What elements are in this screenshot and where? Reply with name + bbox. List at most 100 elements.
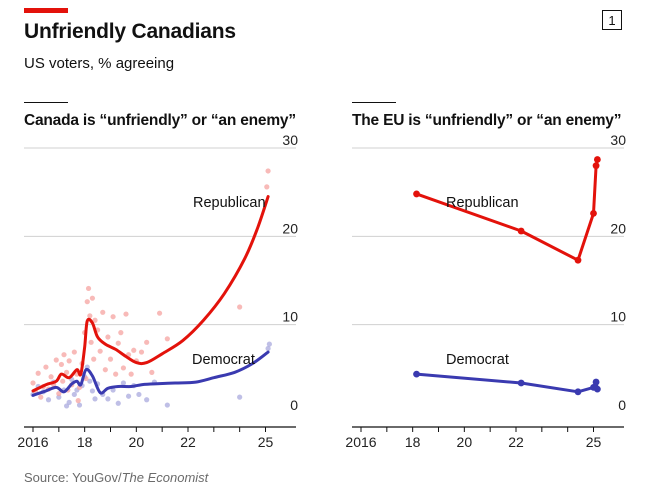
eu-republican-point: [574, 256, 582, 264]
canada-republican-point: [149, 369, 155, 375]
canada-x-tick-label: 20: [129, 434, 145, 450]
canada-democrat-point: [237, 394, 243, 400]
canada-democrat-point: [266, 341, 272, 347]
canada-republican-point: [30, 380, 36, 386]
canada-republican-label: Republican: [193, 195, 266, 211]
eu-democrat-point: [593, 385, 601, 393]
canada-republican-point: [113, 371, 119, 377]
canada-republican-point: [97, 348, 103, 354]
accent-bar: [24, 8, 68, 13]
eu-democrat-line: [415, 372, 599, 394]
source-publication: The Economist: [121, 470, 209, 485]
canada-democrat-point: [136, 391, 142, 398]
eu-democrat-label: Democrat: [446, 352, 509, 368]
canada-republican-point: [66, 358, 72, 364]
canada-democrat-point: [66, 399, 72, 405]
canada-y-tick-label: 0: [290, 397, 298, 413]
canada-republican-point: [48, 374, 54, 380]
canada-republican-point: [61, 352, 67, 358]
left-panel-title: Canada is “unfriendly” or “an enemy”: [24, 112, 296, 129]
canada-democrat-point: [115, 400, 121, 406]
canada-democrat-label: Democrat: [192, 352, 255, 368]
right-panel-title: The EU is “unfriendly” or “an enemy”: [352, 112, 622, 129]
chart-title: Unfriendly Canadians: [24, 20, 236, 43]
canada-x-tick-label: 2016: [17, 434, 48, 450]
canada-republican-point: [265, 168, 271, 174]
canada-republican-point: [138, 349, 145, 355]
canada-republican-point: [131, 347, 137, 353]
canada-republican-point: [156, 310, 163, 316]
eu-republican-point: [517, 227, 525, 235]
source-note: Source: YouGov/The Economist: [24, 470, 208, 485]
canada-democrat-point: [45, 397, 52, 403]
canada-republican-point: [107, 356, 114, 362]
canada-republican-point: [58, 361, 65, 368]
left-panel-rule: [24, 102, 68, 104]
canada-republican-point: [100, 309, 106, 315]
canada-republican-point: [91, 356, 97, 362]
canada-republican-point: [84, 299, 90, 305]
figure-number-badge: 1: [602, 10, 622, 30]
eu-x-tick-label: 20: [457, 434, 473, 450]
canada-republican-point: [75, 398, 81, 404]
canada-republican-point: [85, 285, 92, 292]
eu-y-tick-label: 0: [618, 397, 626, 413]
canada-democrat-point: [125, 393, 132, 399]
canada-democrat-point: [92, 396, 98, 402]
canada-democrat-point: [120, 380, 127, 386]
eu-y-tick-label: 10: [610, 309, 626, 325]
eu-y-tick-label: 20: [610, 220, 626, 236]
canada-republican-point: [120, 365, 127, 371]
canada-democrat-point: [71, 391, 77, 398]
eu-democrat-point: [413, 370, 420, 378]
canada-democrat-point: [105, 396, 111, 402]
canada-democrat-point: [76, 402, 83, 408]
canada-republican-point: [89, 295, 96, 301]
canada-republican-point: [123, 311, 129, 317]
canada-republican-point: [56, 390, 62, 397]
canada-democrat-point: [144, 397, 150, 403]
eu-x-tick-label: 22: [508, 434, 524, 450]
canada-republican-point: [105, 334, 111, 340]
canada-x-tick-label: 22: [180, 434, 196, 450]
canada-republican-point: [88, 339, 94, 345]
canada-democrat-trend-line: [31, 350, 270, 397]
source-prefix: Source: YouGov/: [24, 470, 122, 485]
eu-republican-point: [413, 190, 420, 198]
canada-x-tick-label: 18: [77, 434, 93, 450]
eu-republican-point: [592, 162, 600, 170]
eu-x-tick-label: 18: [405, 434, 421, 450]
eu-republican-label: Republican: [446, 195, 519, 211]
eu-republican-point: [593, 156, 601, 163]
canada-republican-point: [60, 378, 66, 384]
canada-republican-point: [35, 370, 41, 376]
canada-republican-point: [38, 394, 44, 400]
canada-republican-point: [102, 367, 108, 373]
canada-republican-point: [87, 313, 93, 319]
canada-republican-point: [115, 340, 121, 346]
canada-republican-point: [92, 317, 98, 323]
canada-republican-point: [128, 371, 134, 377]
canada-democrat-point: [265, 345, 271, 352]
eu-democrat-point: [574, 388, 582, 396]
canada-republican-point: [264, 184, 270, 190]
eu-democrat-point: [592, 378, 600, 386]
eu-x-tick-label: 2016: [345, 434, 376, 450]
chart-subtitle: US voters, % agreeing: [24, 55, 175, 72]
canada-democrat-point: [89, 388, 96, 394]
canada-x-tick-label: 25: [258, 434, 274, 450]
canada-y-tick-label: 10: [282, 309, 298, 325]
canada-republican-point: [53, 357, 59, 363]
canada-y-tick-label: 30: [282, 132, 298, 148]
canada-republican-point: [164, 336, 170, 342]
canada-republican-point: [63, 369, 70, 375]
canada-democrat-point: [164, 402, 170, 408]
eu-x-tick-label: 25: [586, 434, 602, 450]
eu-y-tick-label: 30: [610, 132, 626, 148]
right-panel-rule: [352, 102, 396, 104]
canada-republican-point: [118, 330, 124, 336]
canada-republican-point: [144, 339, 150, 345]
eu-republican-point: [590, 209, 597, 217]
canada-republican-point: [43, 364, 49, 370]
